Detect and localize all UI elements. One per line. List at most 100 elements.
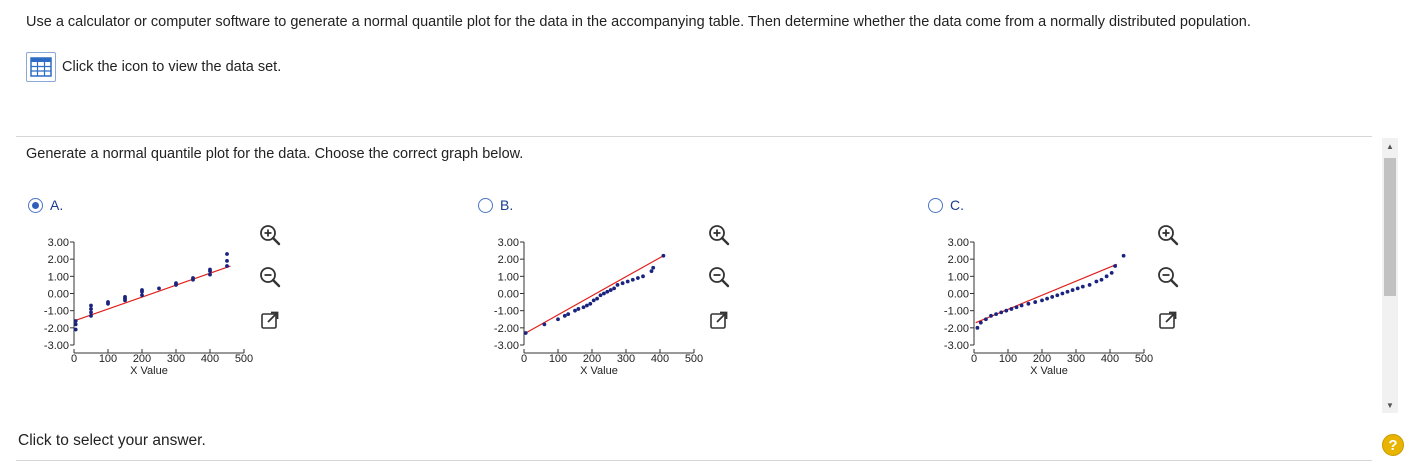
data-point <box>1026 301 1031 306</box>
option-a-radio[interactable] <box>28 197 43 213</box>
data-point <box>608 288 613 292</box>
option-a-zoom-in-icon[interactable] <box>259 224 281 246</box>
option-c-zoom-out-icon[interactable] <box>1157 266 1179 288</box>
data-point <box>174 281 178 286</box>
view-data-set-label[interactable]: Click the icon to view the data set. <box>62 59 282 75</box>
option-a-letter: A. <box>50 197 64 213</box>
reference-line <box>975 263 1118 324</box>
data-point <box>625 279 630 284</box>
data-point <box>562 313 567 318</box>
data-point <box>576 307 581 311</box>
data-point <box>1004 308 1009 313</box>
data-point <box>208 267 212 272</box>
footer-instruction: Click to select your answer. <box>18 432 206 449</box>
y-tick-label: 3.00 <box>48 237 69 249</box>
y-tick-label: -1.00 <box>44 306 69 318</box>
data-point <box>1075 286 1080 291</box>
x-tick-label: 200 <box>583 353 601 365</box>
x-tick-label: 200 <box>133 353 151 365</box>
option-b-letter: B. <box>500 197 514 213</box>
y-tick-label: -2.00 <box>944 323 969 335</box>
x-axis-label: X Value <box>580 365 618 377</box>
scroll-down-arrow-icon[interactable]: ▼ <box>1386 400 1394 410</box>
option-b-quantile-plot: 3.00 2.00 1.00 0.00 -1.00 -2.00 -3.000 100 200 30… <box>494 237 703 377</box>
data-point <box>1055 293 1060 298</box>
data-point <box>566 312 571 316</box>
x-tick-label: 300 <box>1067 353 1085 365</box>
option-b-zoom-out-icon[interactable] <box>708 266 730 288</box>
x-tick-label: 500 <box>1135 353 1153 365</box>
data-point <box>225 252 229 256</box>
data-point <box>1040 298 1044 303</box>
data-point <box>1045 296 1049 301</box>
x-tick-label: 100 <box>99 353 117 365</box>
sub-question-prompt: Generate a normal quantile plot for the … <box>26 146 524 162</box>
option-c-zoom-in-icon[interactable] <box>1157 224 1179 246</box>
data-point <box>641 274 645 279</box>
option-a-zoom-out-icon[interactable] <box>259 266 281 288</box>
data-point <box>73 327 78 332</box>
option-c-radio[interactable] <box>928 197 943 213</box>
data-point <box>615 283 620 287</box>
option-a[interactable]: A. <box>28 197 63 213</box>
x-tick-label: 0 <box>71 353 77 365</box>
table-grid-icon[interactable] <box>26 52 56 82</box>
data-point <box>573 308 577 313</box>
data-point <box>605 289 610 294</box>
x-tick-label: 400 <box>651 353 669 365</box>
data-point <box>1099 277 1104 282</box>
y-tick-label: 1.00 <box>498 271 519 283</box>
option-b-open-new-window-icon[interactable] <box>708 309 730 331</box>
option-c-quantile-plot: 3.00 2.00 1.00 0.00 -1.00 -2.00 -3.000 100 200 30… <box>944 237 1153 377</box>
scrollbar-thumb[interactable] <box>1384 158 1396 296</box>
x-tick-label: 500 <box>235 353 253 365</box>
question-text: Use a calculator or computer software to… <box>26 14 1251 30</box>
data-point <box>975 325 980 330</box>
data-point <box>1065 289 1070 294</box>
y-tick-label: -1.00 <box>494 306 519 318</box>
y-tick-label: 1.00 <box>948 271 969 283</box>
y-tick-label: 1.00 <box>48 271 69 283</box>
x-tick-label: 100 <box>999 353 1017 365</box>
data-point <box>661 253 666 258</box>
data-point <box>1113 264 1117 268</box>
data-point <box>636 276 640 280</box>
data-point <box>1070 288 1075 292</box>
data-point <box>225 264 229 268</box>
option-a-open-new-window-icon[interactable] <box>259 309 281 331</box>
data-point <box>978 320 983 325</box>
data-point <box>620 281 625 286</box>
reference-line <box>73 265 231 322</box>
scroll-up-arrow-icon[interactable]: ▲ <box>1386 141 1394 151</box>
x-axis-label: X Value <box>130 365 168 377</box>
x-tick-label: 400 <box>201 353 219 365</box>
data-point <box>73 319 78 323</box>
data-point <box>999 310 1004 315</box>
data-point <box>989 313 993 318</box>
data-point <box>1104 274 1109 279</box>
option-b-radio[interactable] <box>478 197 493 213</box>
data-point <box>994 312 998 316</box>
data-point <box>89 307 93 311</box>
vertical-scrollbar[interactable]: ▲ ▼ <box>1382 138 1398 413</box>
option-b-zoom-in-icon[interactable] <box>708 224 730 246</box>
y-tick-label: -2.00 <box>44 323 69 335</box>
data-point <box>598 293 603 298</box>
option-c-open-new-window-icon[interactable] <box>1157 309 1179 331</box>
divider <box>16 136 1372 137</box>
data-point <box>588 301 593 306</box>
divider <box>16 460 1372 461</box>
option-c[interactable]: C. <box>928 197 964 213</box>
data-point <box>1060 291 1065 296</box>
help-icon[interactable]: ? <box>1382 434 1404 456</box>
data-point <box>523 331 528 335</box>
data-point <box>542 322 547 327</box>
data-point <box>225 258 229 263</box>
data-point <box>1050 295 1055 299</box>
data-point <box>581 305 586 310</box>
option-b[interactable]: B. <box>478 197 513 213</box>
x-tick-label: 500 <box>685 353 703 365</box>
view-data-set-link[interactable]: Click the icon to view the data set. <box>26 52 281 82</box>
data-point <box>602 291 606 296</box>
y-tick-label: -3.00 <box>44 340 69 352</box>
